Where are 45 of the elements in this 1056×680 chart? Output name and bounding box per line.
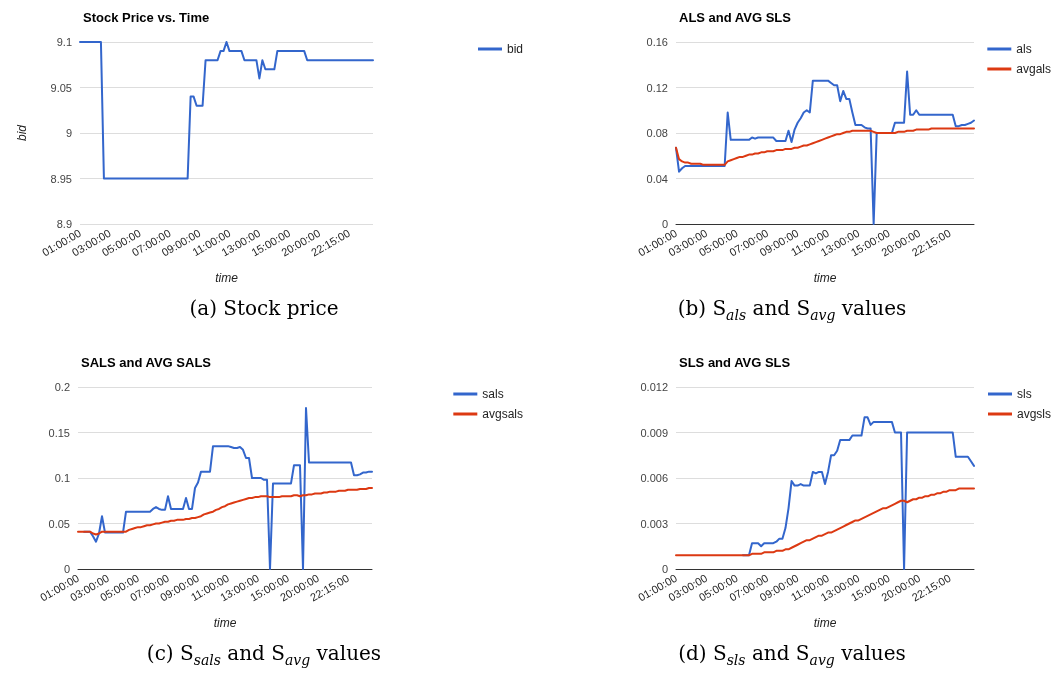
line-series bbox=[79, 41, 374, 180]
y-tick-label: 0.05 bbox=[48, 517, 70, 530]
line-series bbox=[675, 487, 975, 557]
legend-label: als bbox=[1016, 42, 1032, 56]
y-tick-label: 0.006 bbox=[640, 472, 668, 484]
x-axis-title: time bbox=[813, 271, 837, 285]
legend-label: avgsals bbox=[482, 407, 523, 421]
y-tick-label: 0.15 bbox=[48, 426, 70, 439]
text: (c) S$_{sals}$ and S$_{avg}$ values bbox=[145, 641, 383, 668]
y-tick-label: 0 bbox=[63, 563, 70, 575]
chart-title: SLS and AVG SLS bbox=[679, 355, 791, 370]
line-series bbox=[77, 487, 373, 536]
y-tick-label: 0.009 bbox=[640, 426, 668, 439]
legend-label: bid bbox=[506, 42, 523, 56]
legend-label: avgals bbox=[1016, 62, 1051, 76]
y-tick-label: 0 bbox=[661, 563, 668, 575]
y-tick-label: 0.012 bbox=[640, 381, 668, 393]
y-axis-title: bid bbox=[15, 124, 29, 142]
chart-title: SALS and AVG SALS bbox=[81, 355, 212, 370]
y-tick-label: 9 bbox=[65, 127, 72, 139]
y-tick-label: 0.1 bbox=[54, 472, 70, 484]
y-tick-label: 0.16 bbox=[646, 36, 668, 48]
y-tick-label: 0.003 bbox=[640, 517, 668, 530]
y-tick-label: 8.95 bbox=[50, 172, 72, 185]
line-series bbox=[675, 70, 975, 225]
y-tick-label: 0.2 bbox=[54, 381, 70, 393]
y-tick-label: 0.04 bbox=[646, 172, 668, 185]
legend-label: sls bbox=[1016, 387, 1032, 401]
legend-label: sals bbox=[482, 387, 504, 401]
text: (a) Stock price bbox=[188, 296, 340, 320]
text: (b) S$_{als}$ and S$_{avg}$ values bbox=[676, 296, 908, 323]
chart-title: ALS and AVG SLS bbox=[679, 10, 792, 25]
x-axis-title: time bbox=[813, 616, 837, 630]
x-axis-title: time bbox=[213, 616, 237, 630]
y-tick-label: 9.1 bbox=[56, 36, 72, 48]
y-tick-label: 0 bbox=[661, 218, 668, 230]
line-series bbox=[675, 127, 975, 166]
text: (d) S$_{sls}$ and S$_{avg}$ values bbox=[677, 641, 907, 668]
y-tick-label: 0.08 bbox=[646, 127, 668, 139]
chart-title: Stock Price vs. Time bbox=[83, 10, 210, 25]
x-axis-title: time bbox=[215, 271, 239, 285]
y-tick-label: 8.9 bbox=[56, 218, 72, 230]
y-tick-label: 9.05 bbox=[50, 81, 72, 94]
legend-label: avgsls bbox=[1016, 407, 1051, 421]
y-tick-label: 0.12 bbox=[646, 81, 668, 94]
